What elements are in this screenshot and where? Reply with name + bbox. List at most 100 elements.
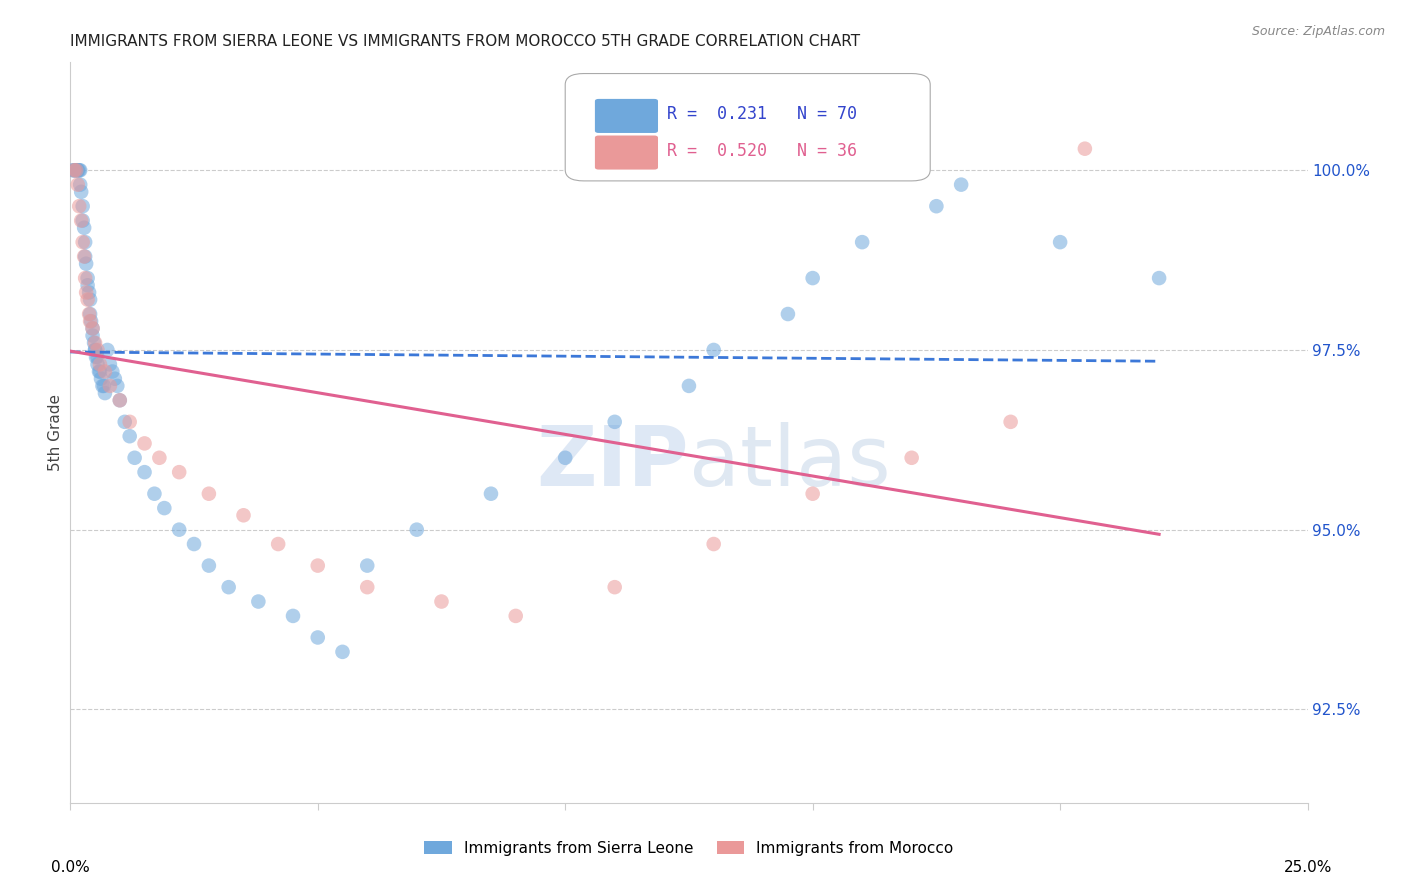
Point [114, 415, 136, 429]
Point [143, 486, 166, 500]
Point [63, 163, 86, 178]
Point [950, 178, 973, 192]
Point [79, 314, 101, 328]
Point [93, 379, 115, 393]
Point [703, 537, 725, 551]
Point [69, 163, 91, 178]
Point [76, 278, 98, 293]
Point [198, 486, 221, 500]
Text: 0.0%: 0.0% [51, 860, 90, 875]
Point [84, 335, 107, 350]
Point [66, 178, 89, 192]
Text: IMMIGRANTS FROM SIERRA LEONE VS IMMIGRANTS FROM MOROCCO 5TH GRADE CORRELATION CH: IMMIGRANTS FROM SIERRA LEONE VS IMMIGRAN… [70, 34, 860, 49]
Point [82, 321, 104, 335]
Point [89, 365, 111, 379]
Point [84, 343, 107, 357]
Point [356, 580, 378, 594]
Point [90, 372, 112, 386]
Point [281, 608, 304, 623]
Point [307, 631, 329, 645]
Point [776, 307, 799, 321]
Point [267, 537, 290, 551]
Point [75, 285, 97, 300]
Point [105, 379, 128, 393]
Point [134, 465, 156, 479]
Point [72, 213, 94, 227]
Point [86, 343, 108, 357]
Point [75, 250, 97, 264]
Point [925, 199, 948, 213]
Point [356, 558, 378, 573]
Text: atlas: atlas [689, 422, 890, 503]
Point [86, 357, 108, 371]
Point [851, 235, 873, 249]
Point [96, 343, 118, 357]
Point [108, 393, 131, 408]
Point [1074, 142, 1097, 156]
Point [70, 213, 93, 227]
Point [101, 365, 124, 379]
Point [62, 163, 84, 178]
Point [98, 379, 121, 393]
Point [76, 271, 98, 285]
Point [167, 523, 190, 537]
Point [91, 379, 114, 393]
Point [65, 163, 87, 178]
Point [1049, 235, 1071, 249]
FancyBboxPatch shape [565, 73, 931, 181]
Point [82, 321, 104, 335]
Point [198, 558, 221, 573]
Point [247, 594, 270, 608]
Point [65, 163, 87, 178]
Text: ZIP: ZIP [537, 422, 689, 503]
Point [65, 163, 87, 178]
Point [67, 199, 90, 213]
Text: 25.0%: 25.0% [1284, 860, 1331, 875]
Point [148, 450, 170, 465]
FancyBboxPatch shape [595, 99, 658, 133]
Point [900, 450, 922, 465]
Point [66, 163, 89, 178]
Point [232, 508, 254, 523]
Text: R =  0.520   N = 36: R = 0.520 N = 36 [666, 142, 856, 160]
Point [86, 350, 108, 364]
Point [73, 250, 96, 264]
Point [84, 350, 107, 364]
Point [405, 523, 427, 537]
Point [75, 257, 97, 271]
Point [67, 163, 90, 178]
Point [183, 537, 205, 551]
Point [108, 393, 131, 408]
Point [603, 415, 626, 429]
Point [703, 343, 725, 357]
Point [134, 436, 156, 450]
Legend: Immigrants from Sierra Leone, Immigrants from Morocco: Immigrants from Sierra Leone, Immigrants… [418, 835, 960, 862]
Point [80, 314, 103, 328]
Point [70, 185, 93, 199]
Point [72, 235, 94, 249]
Point [75, 271, 97, 285]
FancyBboxPatch shape [595, 136, 658, 169]
Y-axis label: 5th Grade: 5th Grade [48, 394, 63, 471]
Point [98, 357, 121, 371]
Point [72, 199, 94, 213]
Text: Source: ZipAtlas.com: Source: ZipAtlas.com [1251, 25, 1385, 38]
Point [505, 608, 527, 623]
Point [83, 335, 105, 350]
Point [75, 235, 97, 249]
Point [479, 486, 502, 500]
Point [153, 501, 176, 516]
Point [307, 558, 329, 573]
Point [801, 486, 824, 500]
Point [94, 365, 117, 379]
Point [118, 415, 141, 429]
Point [79, 293, 101, 307]
Point [63, 163, 86, 178]
Point [801, 271, 824, 285]
Point [89, 357, 111, 371]
Point [678, 379, 700, 393]
Point [77, 285, 100, 300]
Point [332, 645, 354, 659]
Point [79, 307, 101, 321]
Point [554, 450, 576, 465]
